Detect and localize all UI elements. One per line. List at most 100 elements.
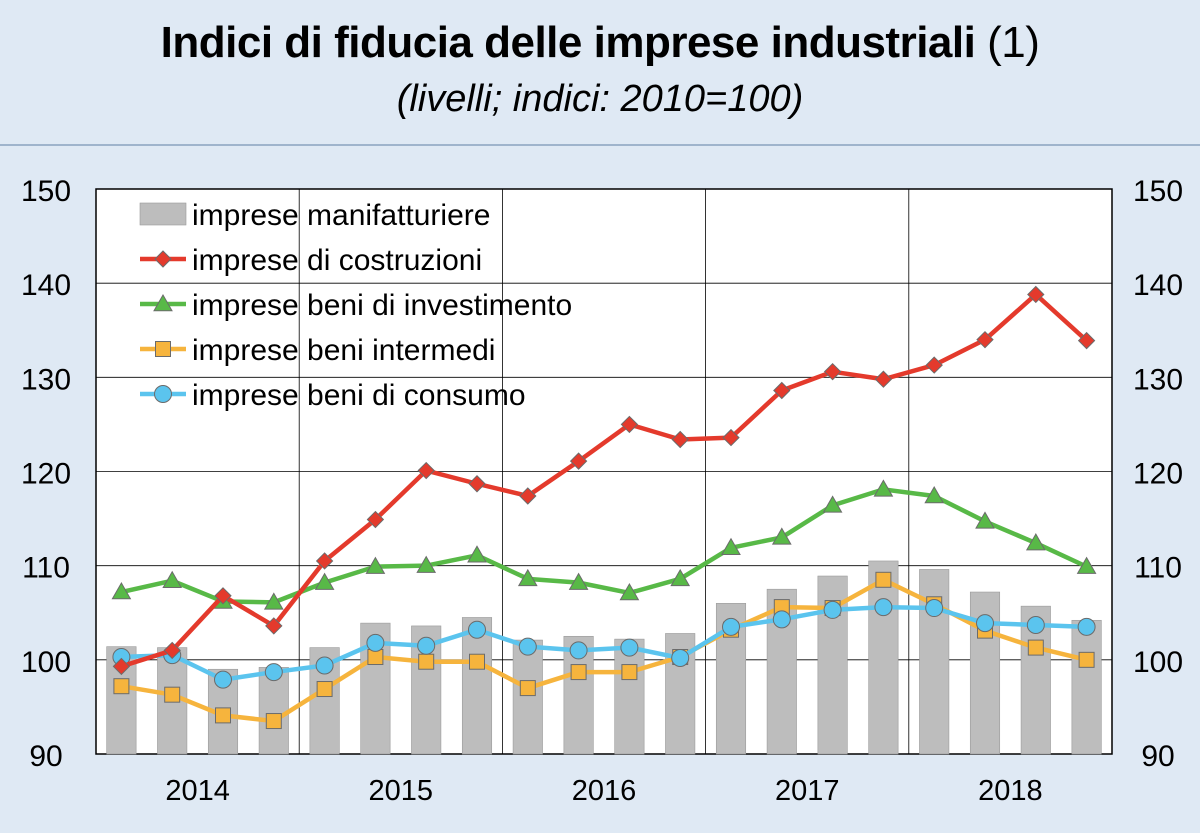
chart-title-note: (1) — [987, 18, 1040, 67]
data-point — [976, 614, 994, 633]
data-point — [773, 381, 791, 400]
y-tick-label-right: 90 — [1141, 740, 1174, 773]
y-tick-label-right: 140 — [1133, 269, 1183, 302]
y-tick-label-right: 150 — [1133, 175, 1183, 208]
data-point — [468, 620, 486, 639]
y-tick-label-left: 150 — [21, 175, 71, 208]
x-tick-label: 2016 — [572, 775, 637, 807]
line-series — [111, 285, 1097, 730]
data-point — [263, 592, 284, 610]
data-point — [874, 370, 893, 388]
y-tick-label-left: 110 — [22, 552, 70, 585]
legend-marker — [154, 385, 172, 403]
data-point — [416, 555, 437, 573]
data-point — [467, 545, 487, 563]
data-point — [314, 572, 335, 590]
data-point — [366, 633, 385, 652]
data-point — [722, 617, 740, 636]
y-tick-label-left: 90 — [29, 740, 62, 773]
data-point — [1077, 331, 1096, 350]
data-point — [1076, 556, 1097, 574]
data-point — [874, 598, 893, 617]
data-point — [620, 415, 639, 434]
legend-marker — [153, 293, 173, 312]
data-point — [417, 636, 436, 655]
data-point — [875, 571, 892, 588]
data-point — [670, 568, 691, 587]
data-point — [215, 707, 231, 724]
data-point — [823, 362, 842, 381]
legend-marker — [154, 250, 172, 268]
data-point — [517, 568, 538, 587]
data-point — [823, 600, 842, 619]
data-point — [418, 653, 435, 670]
x-tick-label: 2018 — [978, 775, 1043, 807]
data-point — [1027, 285, 1045, 304]
data-point — [620, 638, 639, 657]
data-point — [721, 537, 741, 556]
data-point — [924, 485, 945, 504]
y-tick-label-right: 120 — [1133, 458, 1183, 491]
data-point — [822, 495, 843, 513]
data-point — [925, 356, 943, 374]
data-point — [671, 648, 690, 667]
bar — [1071, 619, 1102, 755]
data-point — [1078, 651, 1095, 668]
data-point — [113, 678, 130, 695]
data-point — [925, 599, 944, 618]
y-tick-label-left: 100 — [21, 646, 71, 679]
data-point — [1025, 533, 1046, 551]
legend-label: imprese beni di consumo — [192, 379, 526, 412]
data-point — [1026, 615, 1045, 634]
legend-marker — [155, 341, 171, 357]
axes: 90 90 100 100 110 110 120 120 130 130 140 140 150 150… — [21, 175, 1183, 807]
data-point — [112, 657, 131, 676]
data-point — [315, 552, 334, 570]
data-point — [619, 582, 640, 601]
data-point — [111, 582, 132, 600]
data-point — [214, 670, 232, 689]
data-point — [163, 641, 181, 660]
data-point — [722, 428, 740, 447]
data-point — [519, 680, 536, 697]
data-point — [264, 663, 283, 682]
data-point — [265, 617, 283, 635]
bar — [258, 667, 289, 755]
data-point — [518, 637, 537, 656]
data-point — [568, 572, 589, 590]
legend-label: imprese manifatturiere — [192, 199, 490, 232]
legend: imprese manifatturiere imprese di costruz… — [139, 199, 572, 412]
legend-label: imprese di costruzioni — [192, 244, 482, 277]
data-point — [468, 475, 486, 493]
y-tick-label-left: 130 — [21, 363, 71, 396]
bar — [461, 617, 493, 755]
chart-subtitle: (livelli; indici: 2010=100) — [396, 78, 804, 120]
data-point — [1027, 639, 1044, 656]
y-tick-label-right: 100 — [1133, 646, 1183, 679]
data-point — [621, 664, 638, 681]
data-point — [1077, 617, 1096, 636]
series-line — [121, 577, 1088, 724]
y-tick-label-left: 140 — [21, 269, 71, 302]
legend-swatch — [139, 202, 187, 226]
legend-label: imprese beni di investimento — [192, 289, 572, 322]
chart-title: Indici di fiducia delle imprese industri… — [0, 18, 1200, 68]
data-point — [519, 487, 537, 505]
data-point — [469, 653, 485, 670]
data-point — [570, 664, 587, 681]
bar — [614, 638, 645, 755]
series-line — [120, 292, 1089, 669]
data-point — [366, 510, 385, 529]
data-point — [771, 527, 792, 545]
data-point — [975, 511, 995, 529]
data-point — [162, 570, 183, 588]
x-tick-label: 2014 — [165, 775, 230, 807]
data-point — [365, 556, 386, 574]
data-point — [671, 430, 689, 449]
series-line — [120, 487, 1088, 605]
y-tick-label-left: 120 — [21, 458, 71, 491]
gridlines — [96, 189, 1112, 754]
data-point — [976, 330, 994, 349]
data-point — [315, 656, 334, 675]
